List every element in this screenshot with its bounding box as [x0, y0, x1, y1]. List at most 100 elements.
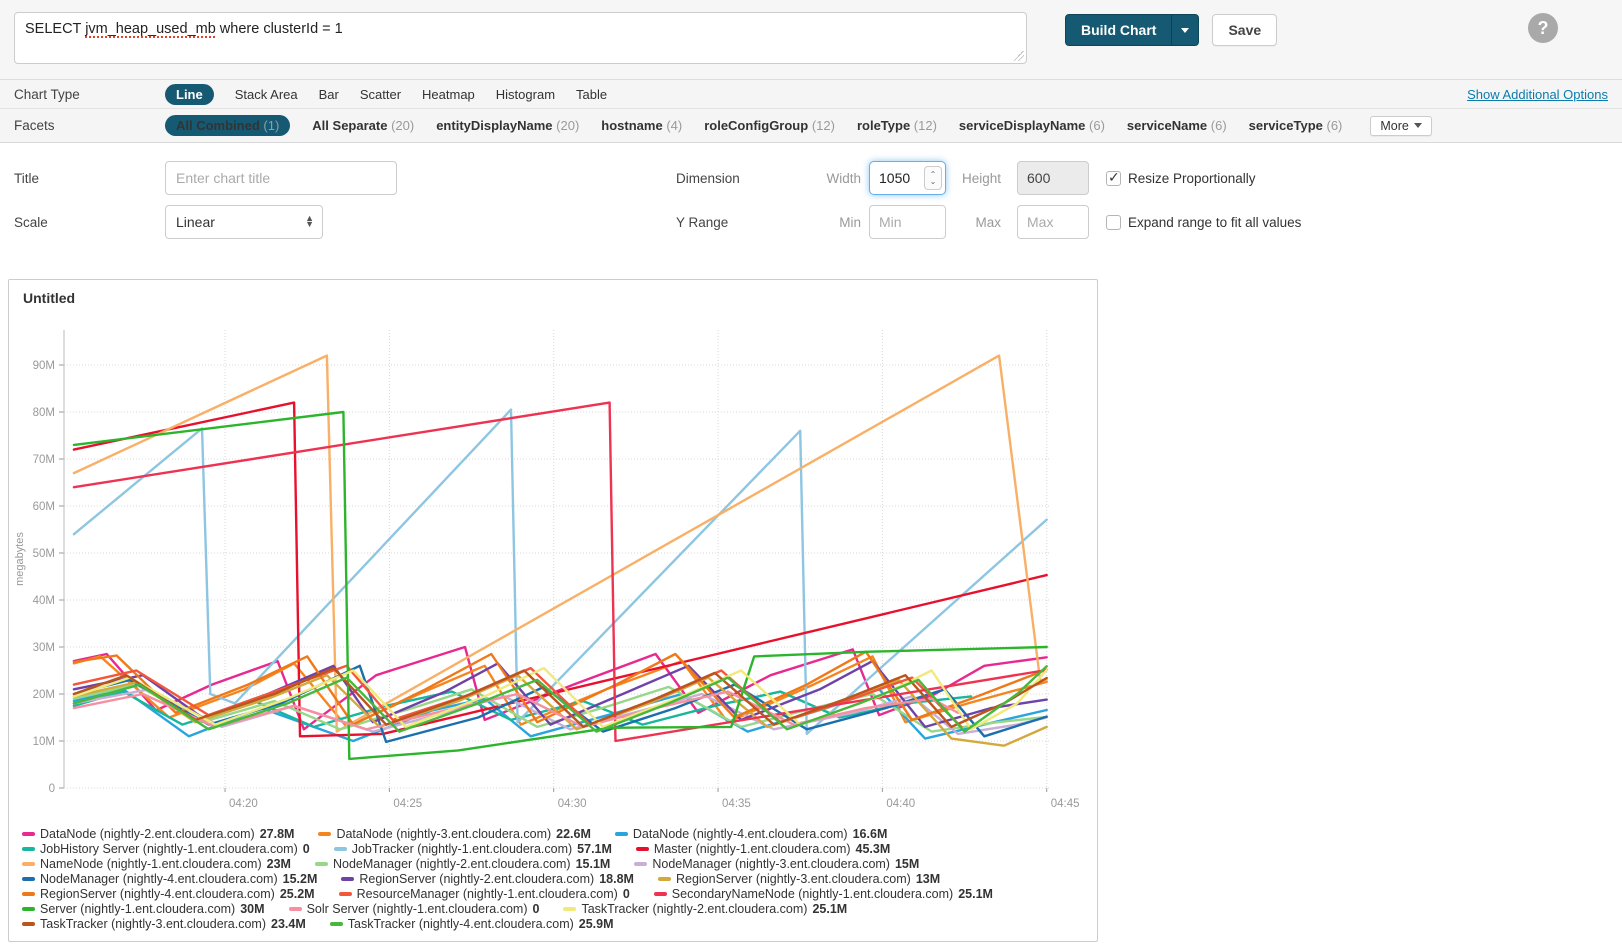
- build-chart-button[interactable]: Build Chart: [1066, 15, 1171, 45]
- legend-swatch-icon: [22, 847, 35, 851]
- help-icon[interactable]: ?: [1528, 13, 1558, 43]
- more-facets-button[interactable]: More: [1370, 116, 1431, 136]
- chart-type-line[interactable]: Line: [165, 84, 214, 105]
- x-tick-label: 04:40: [886, 798, 915, 810]
- legend-item: NodeManager (nightly-2.ent.cloudera.com)…: [315, 857, 610, 871]
- facet-options: All Combined (1) All Separate (20) entit…: [165, 115, 1432, 136]
- legend-swatch-icon: [654, 892, 667, 896]
- legend-series-name: RegionServer (nightly-4.ent.cloudera.com…: [40, 887, 275, 901]
- facet-servicetype[interactable]: serviceType (6): [1249, 118, 1343, 133]
- y-tick-label: 30M: [33, 642, 55, 654]
- yrange-label: Y Range: [676, 215, 761, 230]
- chart-type-scatter[interactable]: Scatter: [360, 87, 401, 102]
- query-text-post: where clusterId = 1: [216, 21, 343, 37]
- legend-series-value: 16.6M: [853, 827, 888, 841]
- facet-all-combined[interactable]: All Combined (1): [165, 115, 290, 136]
- legend-item: SecondaryNameNode (nightly-1.ent.clouder…: [654, 887, 993, 901]
- line-chart: 010M20M30M40M50M60M70M80M90M04:2004:2504…: [9, 322, 1094, 820]
- x-tick-label: 04:25: [393, 798, 422, 810]
- legend-swatch-icon: [22, 877, 35, 881]
- scale-label: Scale: [14, 215, 165, 230]
- chart-type-heatmap[interactable]: Heatmap: [422, 87, 475, 102]
- query-bar: SELECT jvm_heap_used_mb where clusterId …: [0, 0, 1622, 80]
- legend-series-name: DataNode (nightly-3.ent.cloudera.com): [336, 827, 551, 841]
- select-arrows-icon: ▲▼: [305, 216, 314, 227]
- chevron-down-icon: [1181, 28, 1189, 33]
- legend-item: RegionServer (nightly-4.ent.cloudera.com…: [22, 887, 315, 901]
- legend-series-value: 25.1M: [812, 902, 847, 916]
- chart-preview-card: Untitled 010M20M30M40M50M60M70M80M90M04:…: [8, 279, 1098, 942]
- legend-series-value: 23M: [267, 857, 291, 871]
- ymax-input[interactable]: [1017, 205, 1089, 239]
- legend-item: RegionServer (nightly-3.ent.cloudera.com…: [658, 872, 940, 886]
- query-input[interactable]: SELECT jvm_heap_used_mb where clusterId …: [14, 12, 1027, 64]
- legend-series-name: ResourceManager (nightly-1.ent.cloudera.…: [357, 887, 618, 901]
- legend-item: Solr Server (nightly-1.ent.cloudera.com)…: [289, 902, 540, 916]
- legend-series-name: JobTracker (nightly-1.ent.cloudera.com): [352, 842, 572, 856]
- chart-type-label: Chart Type: [14, 87, 165, 102]
- build-chart-dropdown-button[interactable]: [1171, 15, 1198, 45]
- legend-swatch-icon: [22, 862, 35, 866]
- chart-title-input[interactable]: [165, 161, 397, 195]
- chart-type-histogram[interactable]: Histogram: [496, 87, 555, 102]
- min-field-wrap: [869, 205, 946, 239]
- resize-proportionally-checkbox[interactable]: [1106, 171, 1121, 186]
- scale-select[interactable]: Linear ▲▼: [165, 205, 323, 239]
- legend-item: NameNode (nightly-1.ent.cloudera.com) 23M: [22, 857, 291, 871]
- width-stepper[interactable]: ⌃⌄: [924, 166, 942, 190]
- legend-swatch-icon: [318, 832, 331, 836]
- scale-select-value: Linear: [176, 214, 215, 230]
- legend-series-value: 22.6M: [556, 827, 591, 841]
- y-tick-label: 40M: [33, 595, 55, 607]
- query-text-pre: SELECT: [25, 21, 85, 37]
- legend-series-value: 25.2M: [280, 887, 315, 901]
- textarea-resize-handle[interactable]: [1014, 51, 1024, 61]
- legend-item: RegionServer (nightly-2.ent.cloudera.com…: [341, 872, 634, 886]
- y-axis-title: megabytes: [14, 532, 26, 586]
- legend-series-name: SecondaryNameNode (nightly-1.ent.clouder…: [672, 887, 953, 901]
- legend-series-value: 13M: [916, 872, 940, 886]
- facet-hostname[interactable]: hostname (4): [601, 118, 682, 133]
- facet-servicedisplayname[interactable]: serviceDisplayName (6): [959, 118, 1105, 133]
- legend-swatch-icon: [315, 862, 328, 866]
- y-tick-label: 10M: [33, 736, 55, 748]
- facet-servicename[interactable]: serviceName (6): [1127, 118, 1227, 133]
- chart-type-stack-area[interactable]: Stack Area: [235, 87, 298, 102]
- legend-series-name: JobHistory Server (nightly-1.ent.clouder…: [40, 842, 298, 856]
- facet-roleconfiggroup[interactable]: roleConfigGroup (12): [704, 118, 835, 133]
- facet-entitydisplayname[interactable]: entityDisplayName (20): [436, 118, 579, 133]
- show-additional-options-link[interactable]: Show Additional Options: [1467, 87, 1608, 102]
- x-tick-label: 04:45: [1051, 798, 1080, 810]
- dimension-label: Dimension: [676, 171, 761, 186]
- max-label: Max: [946, 215, 1009, 230]
- save-button[interactable]: Save: [1212, 14, 1277, 46]
- legend-series-name: DataNode (nightly-4.ent.cloudera.com): [633, 827, 848, 841]
- legend-series-name: NodeManager (nightly-2.ent.cloudera.com): [333, 857, 571, 871]
- legend-swatch-icon: [658, 877, 671, 881]
- legend-series-name: NameNode (nightly-1.ent.cloudera.com): [40, 857, 262, 871]
- y-tick-label: 80M: [33, 407, 55, 419]
- resize-proportionally-option[interactable]: Resize Proportionally: [1106, 171, 1256, 186]
- legend-series-value: 15.2M: [283, 872, 318, 886]
- legend-series-value: 0: [533, 902, 540, 916]
- y-tick-label: 0: [49, 783, 55, 795]
- legend-series-value: 57.1M: [577, 842, 612, 856]
- legend-swatch-icon: [22, 832, 35, 836]
- expand-range-checkbox[interactable]: [1106, 215, 1121, 230]
- chart-type-bar[interactable]: Bar: [319, 87, 339, 102]
- chart-legend: DataNode (nightly-2.ent.cloudera.com)27.…: [9, 825, 1097, 933]
- chart-type-table[interactable]: Table: [576, 87, 607, 102]
- min-label: Min: [761, 215, 869, 230]
- legend-series-value: 23.4M: [271, 917, 306, 931]
- legend-series-value: 27.8M: [260, 827, 295, 841]
- expand-range-option[interactable]: Expand range to fit all values: [1106, 215, 1301, 230]
- ymin-input[interactable]: [869, 205, 946, 239]
- legend-series-value: 30M: [240, 902, 264, 916]
- facet-roletype[interactable]: roleType (12): [857, 118, 937, 133]
- legend-item: NodeManager (nightly-3.ent.cloudera.com)…: [634, 857, 919, 871]
- legend-swatch-icon: [22, 907, 35, 911]
- facet-all-separate[interactable]: All Separate (20): [312, 118, 414, 133]
- x-tick-label: 04:30: [558, 798, 587, 810]
- chart-builder-page: SELECT jvm_heap_used_mb where clusterId …: [0, 0, 1622, 942]
- query-metric-token: jvm_heap_used_mb: [85, 21, 216, 37]
